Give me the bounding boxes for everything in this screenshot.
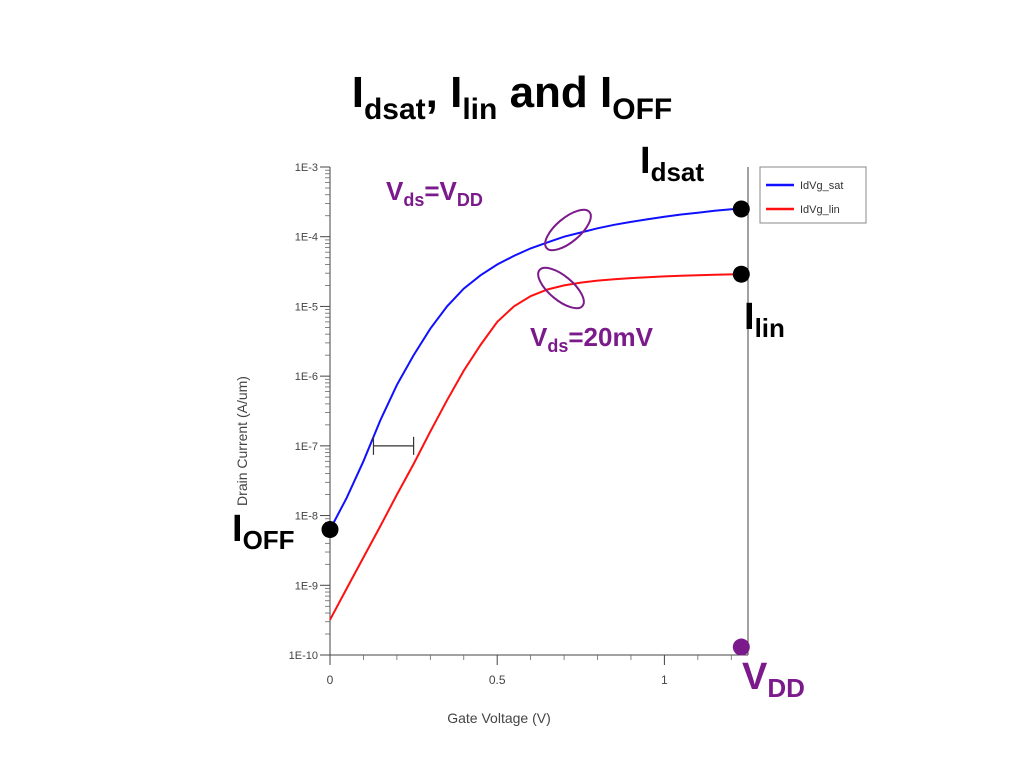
vdd-main: V: [742, 656, 768, 698]
label-vds-vdd: Vds=VDD: [386, 176, 483, 211]
x-tick-label: 1: [661, 673, 668, 687]
deco-layer: [321, 200, 750, 656]
ioff-point: [321, 521, 339, 539]
legend-box: [759, 166, 867, 224]
vdd-point: [732, 638, 750, 656]
title-off: OFF: [612, 93, 673, 126]
series-line-IdVg_sat: [329, 208, 739, 531]
vds-sat-eq: =V: [424, 176, 457, 206]
ilin-main: I: [744, 296, 755, 338]
label-vds-20mv: Vds=20mV: [530, 322, 653, 357]
legend: IdVg_sat IdVg_lin: [759, 166, 867, 224]
x-tick-label: 0: [327, 673, 334, 687]
ilin-sub: lin: [754, 313, 785, 343]
legend-label-IdVg_lin: IdVg_lin: [800, 204, 840, 216]
label-ilin: Ilin: [744, 296, 785, 344]
title-lin: lin: [462, 93, 498, 126]
y-tick-label: 1E-8: [295, 511, 318, 523]
axes-layer: 1E-3 1E-4 1E-5 1E-6 1E-7 1E-8 1E-9 1E-10 0 0.5 1 Ga…: [234, 162, 749, 726]
title-dsat: dsat: [363, 93, 426, 126]
legend-label-IdVg_sat: IdVg_sat: [800, 180, 843, 192]
vdd-sub: DD: [767, 673, 805, 703]
title-i3: I: [600, 68, 613, 117]
idsat-sub: dsat: [650, 157, 705, 187]
y-tick-label: 1E-9: [295, 580, 318, 592]
label-vdd: VDD: [742, 656, 805, 704]
ellipse-sat-curve: [544, 208, 592, 252]
y-tick-label: 1E-7: [295, 441, 318, 453]
x-tick-label: 0.5: [489, 673, 506, 687]
vds-sat-sub1: ds: [403, 190, 425, 210]
ellipse-lin-curve: [537, 266, 585, 310]
ioff-sub: OFF: [242, 525, 295, 555]
vds-lin-eq: =20mV: [568, 322, 653, 352]
idsat-main: I: [640, 140, 651, 182]
idsat-point: [732, 200, 750, 218]
y-tick-label: 1E-6: [295, 371, 318, 383]
y-axis-label: Drain Current (A/um): [234, 376, 250, 506]
title-i1: I: [351, 68, 364, 117]
y-tick-label: 1E-5: [295, 301, 318, 313]
vds-sat-sub2: DD: [456, 190, 483, 210]
x-axis-label: Gate Voltage (V): [447, 710, 551, 726]
series-layer: [329, 208, 739, 621]
title-sep1: ,: [425, 68, 451, 117]
ioff-main: I: [232, 508, 243, 550]
title-i2: I: [450, 68, 463, 117]
vds-sat-v: V: [386, 176, 404, 206]
label-idsat: Idsat: [640, 140, 704, 188]
ilin-point: [732, 265, 750, 283]
y-tick-label: 1E-10: [289, 650, 318, 662]
label-ioff: IOFF: [232, 508, 295, 556]
series-line-IdVg_lin: [329, 273, 739, 621]
title-sep2: and: [497, 68, 601, 117]
vds-lin-v: V: [530, 322, 548, 352]
y-tick-label: 1E-4: [295, 232, 318, 244]
y-tick-label: 1E-3: [295, 162, 318, 174]
vds-lin-sub1: ds: [547, 336, 569, 356]
slide-title: Idsat, Ilin and IOFF: [0, 68, 1024, 127]
